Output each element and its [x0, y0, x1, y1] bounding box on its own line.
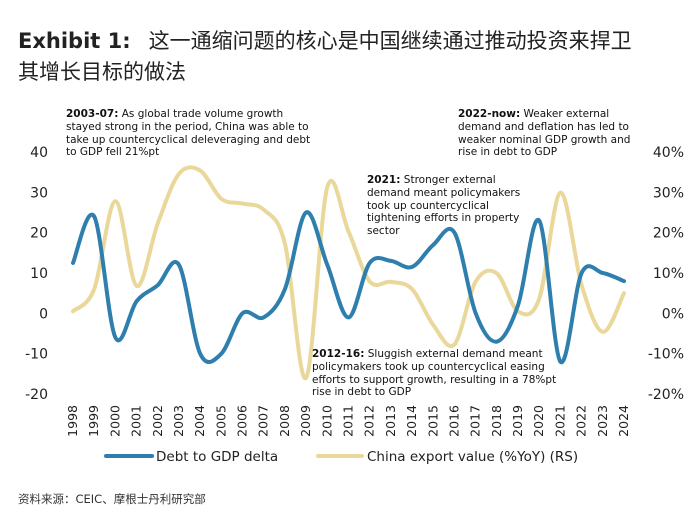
annotation-2003-07: 2003-07: As global trade volume growth s… [66, 108, 321, 159]
y-right-tick-label: 40% [653, 145, 684, 161]
x-tick-label: 2018 [489, 405, 504, 437]
x-tick-label: 2023 [595, 405, 610, 437]
y-right-tick-label: 0% [662, 306, 684, 322]
annotation-text: As global trade volume growth stayed str… [66, 108, 311, 159]
y-right-tick-label: 30% [653, 185, 684, 201]
title-line-2: 其增长目标的做法 [18, 60, 186, 84]
annotation-text: Stronger external demand meant policymak… [367, 174, 521, 238]
x-tick-label: 2005 [213, 405, 228, 437]
y-left-tick-label: 30 [30, 185, 48, 201]
legend-label-export: China export value (%YoY) (RS) [367, 449, 578, 465]
x-tick-label: 2012 [362, 405, 377, 437]
annotation-text: Sluggish external demand meant policymak… [312, 348, 557, 399]
x-tick-label: 2004 [192, 405, 207, 437]
legend-label-debt: Debt to GDP delta [156, 449, 278, 465]
annotation-label: 2003-07: [66, 108, 119, 120]
x-tick-label: 2022 [574, 405, 589, 437]
x-tick-label: 2024 [616, 405, 631, 437]
x-tick-label: 2017 [468, 405, 483, 437]
x-tick-label: 2010 [319, 405, 334, 437]
y-right-tick-label: -20% [648, 387, 684, 403]
x-tick-label: 2000 [107, 405, 122, 437]
x-tick-label: 2001 [129, 405, 144, 437]
x-tick-label: 2009 [298, 405, 313, 437]
x-tick-label: 2015 [425, 405, 440, 437]
x-tick-label: 2006 [235, 405, 250, 437]
x-tick-label: 1998 [65, 405, 80, 437]
x-tick-label: 2014 [404, 405, 419, 437]
x-tick-label: 2007 [256, 405, 271, 437]
x-tick-label: 2013 [383, 405, 398, 437]
x-tick-label: 2011 [341, 405, 356, 437]
annotation-2022-now: 2022-now: Weaker external demand and def… [458, 108, 650, 159]
title-text-1: 这一通缩问题的核心是中国继续通过推动投资来捍卫 [148, 29, 632, 53]
x-tick-label: 2020 [531, 405, 546, 437]
y-left-tick-label: 40 [30, 145, 48, 161]
annotation-label: 2022-now: [458, 108, 521, 120]
series-line-export [71, 165, 626, 380]
y-right-tick-label: 20% [653, 226, 684, 242]
y-right-tick-label: -10% [648, 347, 684, 363]
x-tick-label: 2008 [277, 405, 292, 437]
title-line-1: Exhibit 1: 这一通缩问题的核心是中国继续通过推动投资来捍卫 [18, 26, 688, 56]
annotation-2021: 2021: Stronger external demand meant pol… [367, 174, 542, 238]
x-tick-label: 2021 [552, 405, 567, 437]
y-left-tick-label: 10 [30, 266, 48, 282]
y-left-tick-label: 20 [30, 226, 48, 242]
x-tick-label: 1999 [86, 405, 101, 437]
series-line-debt [71, 210, 626, 364]
y-left-tick-label: 0 [39, 306, 48, 322]
annotation-label: 2012-16: [312, 348, 365, 360]
y-right-tick-label: 10% [653, 266, 684, 282]
x-tick-label: 2019 [510, 405, 525, 437]
source-note: 资料来源：CEIC、摩根士丹利研究部 [18, 492, 206, 506]
exhibit-label: Exhibit 1: [18, 29, 131, 53]
y-left-tick-label: -20 [25, 387, 48, 403]
annotation-label: 2021: [367, 174, 401, 186]
x-tick-label: 2016 [446, 405, 461, 437]
x-tick-label: 2002 [150, 405, 165, 437]
x-tick-label: 2003 [171, 405, 186, 437]
annotation-text: Weaker external demand and deflation has… [458, 108, 631, 159]
chart-title: Exhibit 1: 这一通缩问题的核心是中国继续通过推动投资来捍卫 其增长目标的… [18, 26, 688, 88]
annotation-2012-16: 2012-16: Sluggish external demand meant … [312, 348, 562, 399]
y-left-tick-label: -10 [25, 347, 48, 363]
